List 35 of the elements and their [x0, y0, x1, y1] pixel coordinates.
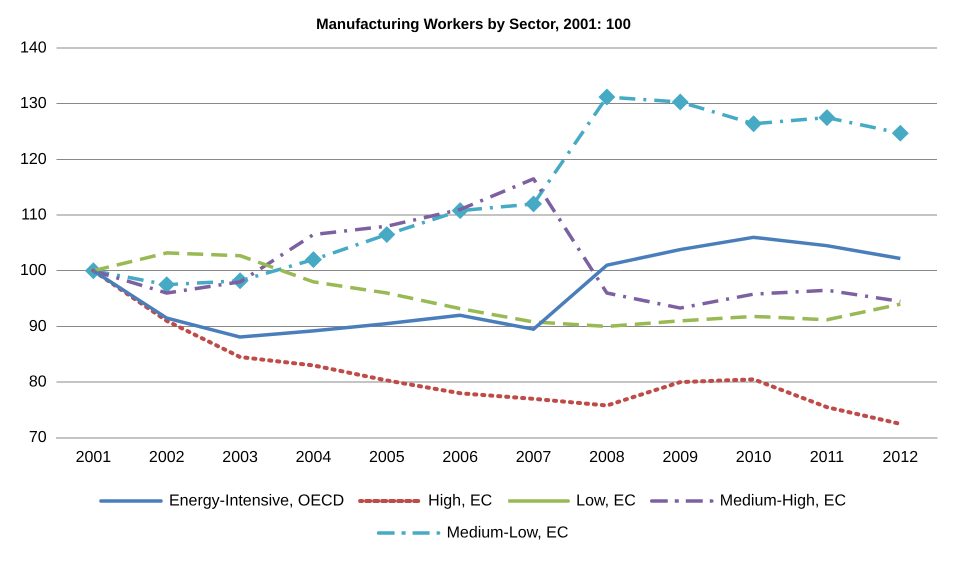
point — [819, 110, 835, 126]
y-tick-label: 110 — [21, 206, 47, 224]
y-tick-label: 130 — [20, 95, 47, 112]
x-tick-label: 2012 — [882, 448, 918, 466]
y-tick-label: 90 — [28, 318, 47, 335]
x-tick-label: 2005 — [369, 448, 405, 466]
y-tick-label: 100 — [20, 262, 47, 280]
y-tick-label: 80 — [28, 374, 47, 391]
point — [158, 276, 174, 292]
point — [746, 116, 762, 132]
legend-label: Medium-Low, EC — [446, 524, 568, 542]
legend-label: Medium-High, EC — [720, 492, 846, 510]
point — [379, 226, 395, 242]
x-tick-label: 2009 — [662, 448, 698, 466]
x-tick-label: 2011 — [810, 448, 844, 466]
point — [526, 196, 542, 212]
chart-title: Manufacturing Workers by Sector, 2001: 100 — [316, 16, 631, 34]
x-tick-label: 2007 — [516, 448, 552, 466]
y-tick-label: 120 — [20, 150, 47, 168]
legend-label: Energy-Intensive, OECD — [168, 492, 344, 510]
x-tick-label: 2008 — [589, 448, 625, 466]
x-tick-label: 2001 — [76, 448, 112, 466]
x-tick-label: 2010 — [736, 448, 772, 466]
legend-label: High, EC — [428, 492, 492, 510]
x-tick-label: 2002 — [148, 448, 185, 466]
x-tick-label: 2004 — [296, 448, 332, 466]
point — [892, 125, 908, 141]
point — [672, 94, 688, 110]
point — [306, 252, 322, 268]
x-tick-label: 2003 — [222, 448, 258, 466]
y-tick-label: 140 — [20, 39, 47, 56]
point — [599, 89, 615, 105]
x-tick-label: 2006 — [442, 448, 478, 466]
legend-label: Low, EC — [576, 492, 636, 510]
y-tick-label: 70 — [28, 429, 47, 446]
